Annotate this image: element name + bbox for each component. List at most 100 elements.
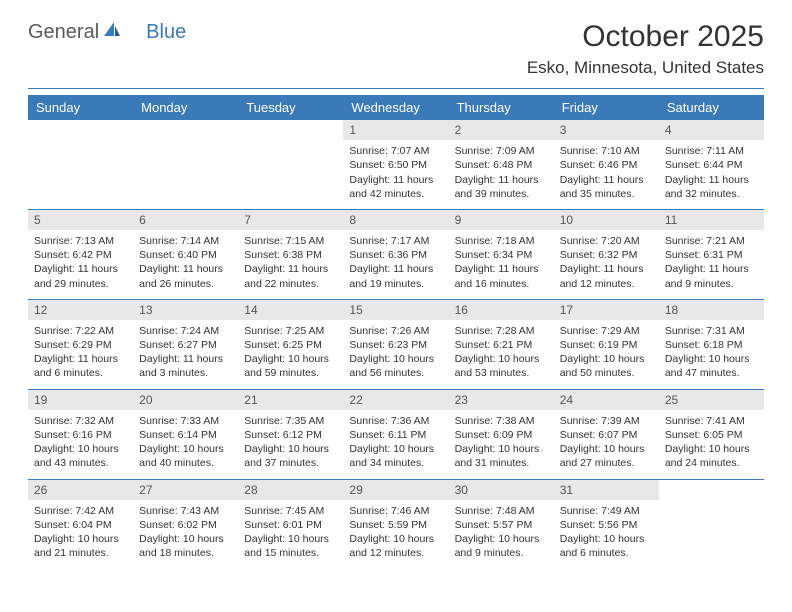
sunset-line: Sunset: 6:27 PM <box>139 338 232 352</box>
calendar-week-row: 19Sunrise: 7:32 AMSunset: 6:16 PMDayligh… <box>28 389 764 479</box>
calendar-day-cell: 5 Sunrise: 7:13 AMSunset: 6:42 PMDaylight… <box>28 209 133 299</box>
day-number: 12 <box>28 300 133 320</box>
sunrise-line: Sunrise: 7:29 AM <box>560 324 653 338</box>
daylight-line: Daylight: 10 hours and 31 minutes. <box>455 442 548 470</box>
sunset-line: Sunset: 6:42 PM <box>34 248 127 262</box>
sunrise-line: Sunrise: 7:20 AM <box>560 234 653 248</box>
calendar-week-row: 1Sunrise: 7:07 AMSunset: 6:50 PMDaylight… <box>28 120 764 209</box>
sunset-line: Sunset: 6:36 PM <box>349 248 442 262</box>
page-header: General Blue October 2025 Esko, Minnesot… <box>28 20 764 78</box>
sunset-line: Sunset: 6:14 PM <box>139 428 232 442</box>
sunrise-line: Sunrise: 7:36 AM <box>349 414 442 428</box>
calendar-day-cell <box>238 120 343 209</box>
day-number: 17 <box>554 300 659 320</box>
sunrise-line: Sunrise: 7:18 AM <box>455 234 548 248</box>
weekday-header: Saturday <box>659 95 764 120</box>
logo-text-2: Blue <box>146 21 186 44</box>
calendar-day-cell: 27Sunrise: 7:43 AMSunset: 6:02 PMDayligh… <box>133 479 238 568</box>
sunrise-line: Sunrise: 7:45 AM <box>244 504 337 518</box>
daylight-line: Daylight: 11 hours and 6 minutes. <box>34 352 127 380</box>
sunrise-line: Sunrise: 7:07 AM <box>349 144 442 158</box>
sunrise-line: Sunrise: 7:48 AM <box>455 504 548 518</box>
daylight-line: Daylight: 11 hours and 3 minutes. <box>139 352 232 380</box>
daylight-line: Daylight: 10 hours and 50 minutes. <box>560 352 653 380</box>
calendar-day-cell: 21Sunrise: 7:35 AMSunset: 6:12 PMDayligh… <box>238 389 343 479</box>
sunrise-line: Sunrise: 7:15 AM <box>244 234 337 248</box>
page-title: October 2025 <box>527 20 764 54</box>
sunset-line: Sunset: 6:01 PM <box>244 518 337 532</box>
calendar-day-cell: 12 Sunrise: 7:22 AMSunset: 6:29 PMDayligh… <box>28 299 133 389</box>
sunset-line: Sunset: 6:16 PM <box>34 428 127 442</box>
daylight-line: Daylight: 10 hours and 59 minutes. <box>244 352 337 380</box>
daylight-line: Daylight: 11 hours and 35 minutes. <box>560 173 653 201</box>
daylight-line: Daylight: 11 hours and 39 minutes. <box>455 173 548 201</box>
day-number: 24 <box>554 390 659 410</box>
day-number: 19 <box>28 390 133 410</box>
sunset-line: Sunset: 5:57 PM <box>455 518 548 532</box>
location-text: Esko, Minnesota, United States <box>527 58 764 78</box>
day-number: 11 <box>659 210 764 230</box>
day-number: 5 <box>28 210 133 230</box>
daylight-line: Daylight: 10 hours and 9 minutes. <box>455 532 548 560</box>
sunrise-line: Sunrise: 7:10 AM <box>560 144 653 158</box>
calendar-day-cell: 30Sunrise: 7:48 AMSunset: 5:57 PMDayligh… <box>449 479 554 568</box>
sunset-line: Sunset: 5:59 PM <box>349 518 442 532</box>
day-number: 31 <box>554 480 659 500</box>
sunset-line: Sunset: 6:29 PM <box>34 338 127 352</box>
sunset-line: Sunset: 6:46 PM <box>560 158 653 172</box>
day-number: 18 <box>659 300 764 320</box>
sunrise-line: Sunrise: 7:31 AM <box>665 324 758 338</box>
day-number: 8 <box>343 210 448 230</box>
calendar-day-cell: 22Sunrise: 7:36 AMSunset: 6:11 PMDayligh… <box>343 389 448 479</box>
daylight-line: Daylight: 11 hours and 29 minutes. <box>34 262 127 290</box>
calendar-day-cell: 17Sunrise: 7:29 AMSunset: 6:19 PMDayligh… <box>554 299 659 389</box>
sunrise-line: Sunrise: 7:26 AM <box>349 324 442 338</box>
daylight-line: Daylight: 10 hours and 18 minutes. <box>139 532 232 560</box>
logo-text-1: General <box>28 21 99 44</box>
calendar-week-row: 5Sunrise: 7:13 AMSunset: 6:42 PMDaylight… <box>28 209 764 299</box>
sunset-line: Sunset: 6:31 PM <box>665 248 758 262</box>
weekday-header: Sunday <box>28 95 133 120</box>
sunset-line: Sunset: 6:09 PM <box>455 428 548 442</box>
day-number: 27 <box>133 480 238 500</box>
sunrise-line: Sunrise: 7:25 AM <box>244 324 337 338</box>
calendar-day-cell: 16Sunrise: 7:28 AMSunset: 6:21 PMDayligh… <box>449 299 554 389</box>
calendar-day-cell: 1Sunrise: 7:07 AMSunset: 6:50 PMDaylight… <box>343 120 448 209</box>
sunrise-line: Sunrise: 7:13 AM <box>34 234 127 248</box>
sunrise-line: Sunrise: 7:38 AM <box>455 414 548 428</box>
weekday-header: Friday <box>554 95 659 120</box>
title-block: October 2025 Esko, Minnesota, United Sta… <box>527 20 764 78</box>
sunset-line: Sunset: 6:40 PM <box>139 248 232 262</box>
sunrise-line: Sunrise: 7:28 AM <box>455 324 548 338</box>
sunset-line: Sunset: 6:23 PM <box>349 338 442 352</box>
sunset-line: Sunset: 6:48 PM <box>455 158 548 172</box>
calendar-day-cell: 25Sunrise: 7:41 AMSunset: 6:05 PMDayligh… <box>659 389 764 479</box>
day-number: 1 <box>343 120 448 140</box>
logo: General Blue <box>28 20 186 44</box>
calendar-day-cell: 29Sunrise: 7:46 AMSunset: 5:59 PMDayligh… <box>343 479 448 568</box>
sunrise-line: Sunrise: 7:43 AM <box>139 504 232 518</box>
calendar-day-cell: 8Sunrise: 7:17 AMSunset: 6:36 PMDaylight… <box>343 209 448 299</box>
logo-sail-icon <box>102 20 122 44</box>
daylight-line: Daylight: 11 hours and 12 minutes. <box>560 262 653 290</box>
sunrise-line: Sunrise: 7:22 AM <box>34 324 127 338</box>
sunrise-line: Sunrise: 7:17 AM <box>349 234 442 248</box>
sunset-line: Sunset: 6:11 PM <box>349 428 442 442</box>
calendar-day-cell: 13Sunrise: 7:24 AMSunset: 6:27 PMDayligh… <box>133 299 238 389</box>
calendar-day-cell: 31Sunrise: 7:49 AMSunset: 5:56 PMDayligh… <box>554 479 659 568</box>
sunrise-line: Sunrise: 7:21 AM <box>665 234 758 248</box>
daylight-line: Daylight: 10 hours and 12 minutes. <box>349 532 442 560</box>
day-number: 7 <box>238 210 343 230</box>
daylight-line: Daylight: 10 hours and 15 minutes. <box>244 532 337 560</box>
sunset-line: Sunset: 6:05 PM <box>665 428 758 442</box>
day-number: 26 <box>28 480 133 500</box>
day-number: 10 <box>554 210 659 230</box>
day-number: 22 <box>343 390 448 410</box>
daylight-line: Daylight: 10 hours and 40 minutes. <box>139 442 232 470</box>
sunrise-line: Sunrise: 7:33 AM <box>139 414 232 428</box>
calendar-day-cell: 24Sunrise: 7:39 AMSunset: 6:07 PMDayligh… <box>554 389 659 479</box>
calendar-day-cell <box>28 120 133 209</box>
calendar-day-cell: 14Sunrise: 7:25 AMSunset: 6:25 PMDayligh… <box>238 299 343 389</box>
calendar-day-cell: 15Sunrise: 7:26 AMSunset: 6:23 PMDayligh… <box>343 299 448 389</box>
daylight-line: Daylight: 10 hours and 53 minutes. <box>455 352 548 380</box>
